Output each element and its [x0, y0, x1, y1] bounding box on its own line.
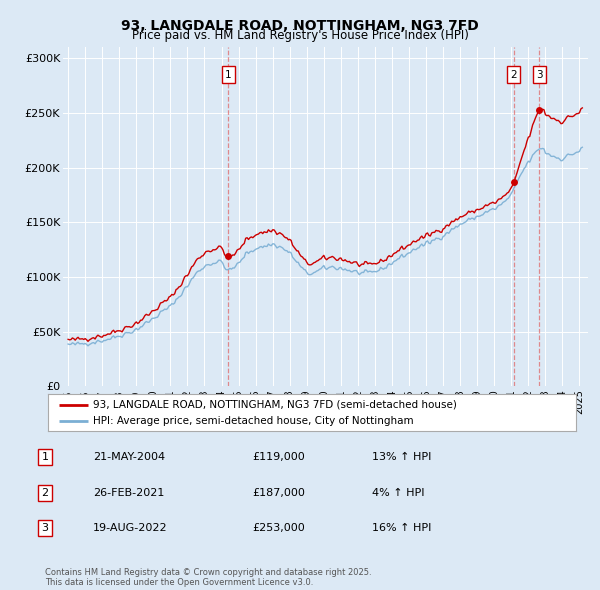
Text: 93, LANGDALE ROAD, NOTTINGHAM, NG3 7FD: 93, LANGDALE ROAD, NOTTINGHAM, NG3 7FD — [121, 19, 479, 33]
Text: 19-AUG-2022: 19-AUG-2022 — [93, 523, 167, 533]
Text: 2: 2 — [511, 70, 517, 80]
Text: 93, LANGDALE ROAD, NOTTINGHAM, NG3 7FD (semi-detached house): 93, LANGDALE ROAD, NOTTINGHAM, NG3 7FD (… — [93, 399, 457, 409]
Text: 26-FEB-2021: 26-FEB-2021 — [93, 488, 164, 497]
Text: £187,000: £187,000 — [252, 488, 305, 497]
Text: 2: 2 — [41, 488, 49, 497]
Text: 4% ↑ HPI: 4% ↑ HPI — [372, 488, 425, 497]
Text: 13% ↑ HPI: 13% ↑ HPI — [372, 453, 431, 462]
Text: Contains HM Land Registry data © Crown copyright and database right 2025.
This d: Contains HM Land Registry data © Crown c… — [45, 568, 371, 587]
Text: 3: 3 — [536, 70, 542, 80]
Text: £119,000: £119,000 — [252, 453, 305, 462]
Text: 1: 1 — [41, 453, 49, 462]
Text: HPI: Average price, semi-detached house, City of Nottingham: HPI: Average price, semi-detached house,… — [93, 417, 413, 427]
Text: £253,000: £253,000 — [252, 523, 305, 533]
Text: 16% ↑ HPI: 16% ↑ HPI — [372, 523, 431, 533]
Text: Price paid vs. HM Land Registry's House Price Index (HPI): Price paid vs. HM Land Registry's House … — [131, 30, 469, 42]
Text: 3: 3 — [41, 523, 49, 533]
Text: 21-MAY-2004: 21-MAY-2004 — [93, 453, 165, 462]
Text: 1: 1 — [225, 70, 232, 80]
